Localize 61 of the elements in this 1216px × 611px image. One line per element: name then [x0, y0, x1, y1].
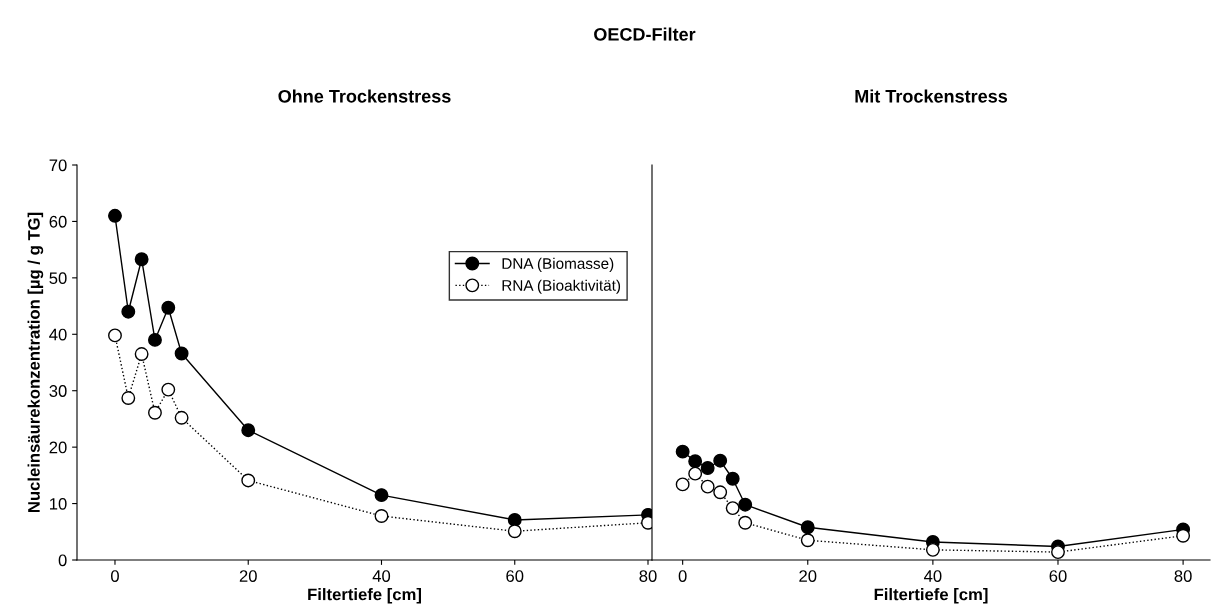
- point: [700, 461, 715, 475]
- point: [174, 410, 189, 425]
- point: [161, 382, 176, 397]
- x-axis-title: Filtertiefe [cm]: [874, 588, 988, 604]
- point: [700, 479, 715, 494]
- point: [688, 454, 703, 469]
- point: [738, 497, 753, 512]
- text: OECD-Filter: [594, 27, 696, 41]
- point: [134, 252, 149, 267]
- point: [800, 533, 815, 548]
- point: [675, 477, 690, 492]
- point: [134, 347, 149, 361]
- point: [161, 300, 176, 315]
- point: [241, 473, 256, 488]
- point: [507, 512, 522, 527]
- x-tick-label: 80: [1174, 570, 1192, 582]
- y-tick-label: 30: [49, 385, 67, 397]
- point: [725, 471, 740, 486]
- legend-label: RNA (Bioaktivität): [502, 279, 621, 294]
- x-tick-label: 80: [639, 570, 657, 582]
- x-tick-label: 20: [239, 570, 257, 582]
- point: [121, 304, 136, 319]
- chart-title: Mit Trockenstress: [855, 89, 1008, 103]
- y-tick-label: 60: [49, 215, 67, 228]
- point: [108, 328, 122, 343]
- point: [148, 332, 162, 347]
- point: [374, 488, 389, 503]
- x-tick-label: 0: [678, 570, 687, 582]
- point: [713, 485, 728, 500]
- point: [738, 515, 753, 530]
- point: [688, 466, 703, 481]
- y-tick-label: 70: [49, 159, 67, 172]
- point: [374, 509, 389, 523]
- x-tick-label: 60: [1049, 570, 1067, 582]
- point: [1176, 528, 1191, 543]
- x-axis-title: Filtertiefe [cm]: [308, 588, 421, 604]
- y-tick-label: 0: [58, 554, 67, 567]
- point: [507, 524, 522, 539]
- point: [1051, 545, 1065, 560]
- point: [713, 453, 728, 468]
- point: [925, 542, 940, 557]
- y-tick-label: 50: [49, 272, 67, 285]
- x-tick-label: 40: [923, 570, 942, 582]
- y-axis-title: Nucleinsäurekonzentration [µg / g TG]: [27, 212, 44, 513]
- point: [121, 391, 136, 405]
- y-tick-label: 20: [49, 441, 67, 454]
- point: [148, 405, 162, 420]
- point: [108, 208, 122, 223]
- y-tick-label: 40: [49, 328, 67, 341]
- x-tick-label: 40: [372, 570, 391, 582]
- y-tick-label: 10: [50, 497, 67, 510]
- chart-title: Ohne Trockenstress: [278, 89, 451, 103]
- point: [675, 444, 690, 459]
- x-tick-label: 20: [799, 570, 817, 582]
- x-tick-label: 0: [110, 570, 119, 582]
- point: [174, 346, 189, 361]
- point: [725, 501, 740, 516]
- point: [800, 520, 815, 535]
- legend-label: DNA (Biomasse): [502, 257, 614, 272]
- point: [241, 423, 256, 438]
- x-tick-label: 60: [506, 570, 524, 582]
